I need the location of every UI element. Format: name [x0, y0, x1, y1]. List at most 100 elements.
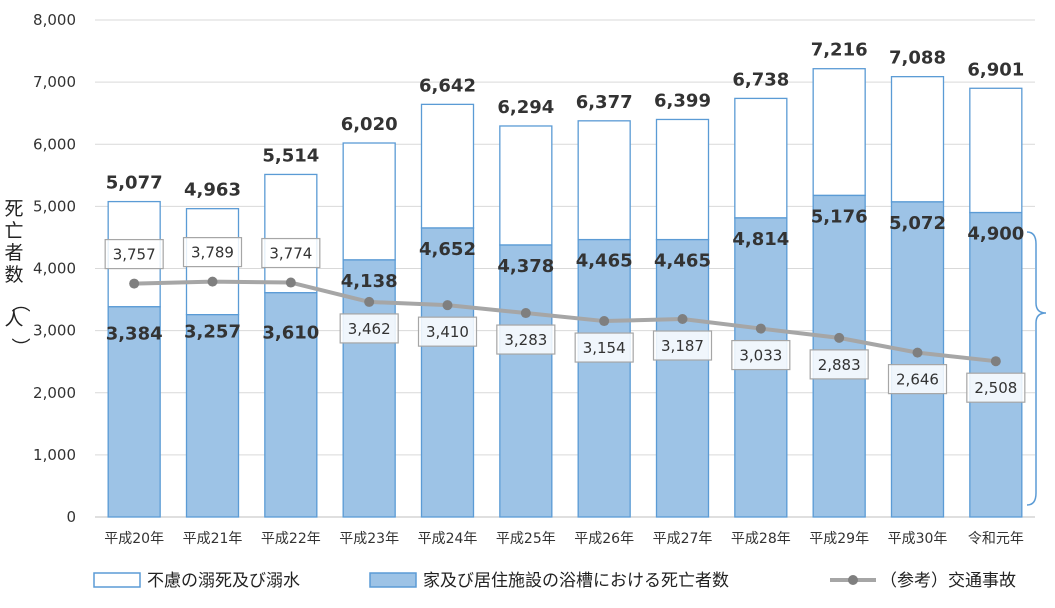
traffic-value-label: 3,033 — [739, 347, 782, 365]
bar-drowning — [655, 118, 710, 241]
bath-value-label: 4,378 — [497, 256, 554, 277]
traffic-marker — [285, 277, 296, 288]
bath-value-label: 5,176 — [811, 206, 868, 227]
y-axis-title-char: 亡 — [4, 220, 23, 242]
y-tick-label: 4,000 — [33, 260, 76, 278]
traffic-value-box — [182, 237, 243, 268]
traffic-line — [129, 276, 1001, 367]
legend: 不慮の溺死及び溺水 家及び居住施設の浴槽における死亡者数 （参考）交通事故 — [93, 571, 1016, 591]
gridlines — [95, 19, 1035, 518]
traffic-value-box — [261, 237, 321, 269]
bath-value-label: 4,465 — [654, 251, 711, 272]
bar-bath — [890, 201, 945, 518]
traffic-value-label: 3,757 — [113, 246, 156, 264]
bar-drowning — [812, 68, 866, 197]
bar-bath — [185, 314, 240, 518]
bath-value-label: 3,610 — [262, 323, 319, 344]
total-value-label: 6,901 — [967, 59, 1024, 80]
traffic-value-label: 3,187 — [661, 337, 704, 355]
traffic-marker — [129, 278, 140, 289]
traffic-value-label: 3,154 — [583, 339, 626, 357]
traffic-marker — [912, 347, 923, 358]
total-value-label: 6,642 — [419, 75, 476, 96]
x-tick-label: 平成22年 — [261, 531, 321, 547]
traffic-value-box — [809, 349, 869, 380]
total-value-label: 6,377 — [576, 92, 633, 113]
x-tick-label: 平成23年 — [339, 531, 399, 547]
traffic-marker — [677, 314, 688, 325]
bar-drowning — [969, 87, 1023, 214]
bar-bath — [577, 238, 631, 518]
bath-value-label: 4,900 — [967, 224, 1024, 245]
legend-label-traffic: （参考）交通事故 — [880, 571, 1016, 591]
brace-icon — [1026, 231, 1047, 506]
traffic-value-box — [652, 330, 713, 361]
x-axis-ticks: 平成20年 平成21年 平成22年 平成23年 平成24年 平成25年 平成26年 平成27年… — [104, 531, 1024, 547]
total-value-label: 4,963 — [184, 180, 241, 201]
y-axis-title-char: 者 — [4, 242, 23, 264]
x-tick-label: 平成29年 — [809, 531, 869, 547]
y-axis-title-char: 数 — [4, 264, 23, 286]
x-tick-label: 平成26年 — [574, 531, 634, 547]
traffic-marker — [599, 316, 610, 327]
traffic-value-box — [887, 364, 948, 395]
legend-swatch-drowning — [93, 572, 141, 588]
y-tick-label: 2,000 — [33, 384, 76, 402]
y-axis-title-char: 死 — [4, 198, 23, 220]
traffic-value-box — [966, 372, 1026, 403]
bar-bath — [420, 227, 475, 518]
data-labels: 5,077 3,757 3,384 4,963 3,789 3,257 5,514 3,774… — [104, 40, 1026, 403]
total-value-label: 6,399 — [654, 90, 711, 111]
traffic-value-label: 2,646 — [896, 371, 939, 389]
total-value-label: 6,294 — [497, 97, 554, 118]
y-tick-label: 1,000 — [33, 446, 76, 464]
y-axis-title-char: 人 — [4, 308, 23, 330]
x-tick-label: 平成25年 — [496, 531, 556, 547]
bath-value-label: 3,257 — [184, 322, 241, 343]
total-value-label: 7,216 — [811, 40, 868, 61]
bath-value-label: 4,814 — [732, 229, 789, 250]
x-tick-label: 平成24年 — [418, 531, 478, 547]
traffic-value-box — [574, 332, 634, 363]
x-tick-label: 平成20年 — [104, 531, 164, 547]
traffic-value-label: 3,410 — [426, 323, 469, 341]
x-tick-label: 平成28年 — [731, 531, 791, 547]
total-value-label: 6,020 — [341, 114, 398, 135]
bar-bath — [107, 306, 161, 518]
total-value-label: 5,514 — [262, 145, 319, 166]
traffic-marker — [834, 332, 845, 343]
bath-value-label: 5,072 — [889, 213, 946, 234]
x-tick-label: 令和元年 — [968, 531, 1024, 547]
traffic-marker — [755, 323, 766, 334]
traffic-value-box — [339, 313, 399, 344]
traffic-value-label: 3,462 — [348, 320, 391, 338]
bar-drowning — [890, 76, 945, 203]
legend-swatch-bath — [369, 572, 417, 588]
total-value-label: 5,077 — [106, 173, 163, 194]
bath-value-label: 4,652 — [419, 239, 476, 260]
bar-bath — [499, 244, 553, 518]
bath-value-label: 4,465 — [576, 251, 633, 272]
traffic-marker — [364, 296, 375, 307]
traffic-marker — [442, 300, 453, 311]
bar-bath — [655, 238, 710, 518]
x-tick-label: 平成27年 — [653, 531, 713, 547]
y-tick-label: 0 — [66, 508, 76, 526]
bar-bath — [264, 292, 318, 518]
traffic-value-box — [731, 339, 791, 371]
bars — [107, 68, 1023, 518]
traffic-value-label: 2,883 — [818, 356, 861, 374]
total-value-label: 7,088 — [889, 48, 946, 69]
traffic-value-label: 3,789 — [191, 244, 234, 262]
traffic-value-box — [496, 324, 556, 355]
bar-drowning — [420, 103, 475, 229]
y-axis-title-char: ） — [9, 337, 31, 356]
y-tick-label: 5,000 — [33, 197, 76, 215]
y-axis-title: 死亡者数 （人 ） — [4, 198, 31, 357]
traffic-marker — [990, 356, 1001, 367]
traffic-value-box — [104, 238, 164, 270]
x-tick-label: 平成21年 — [183, 531, 243, 547]
legend-swatch-traffic-marker — [848, 575, 858, 585]
